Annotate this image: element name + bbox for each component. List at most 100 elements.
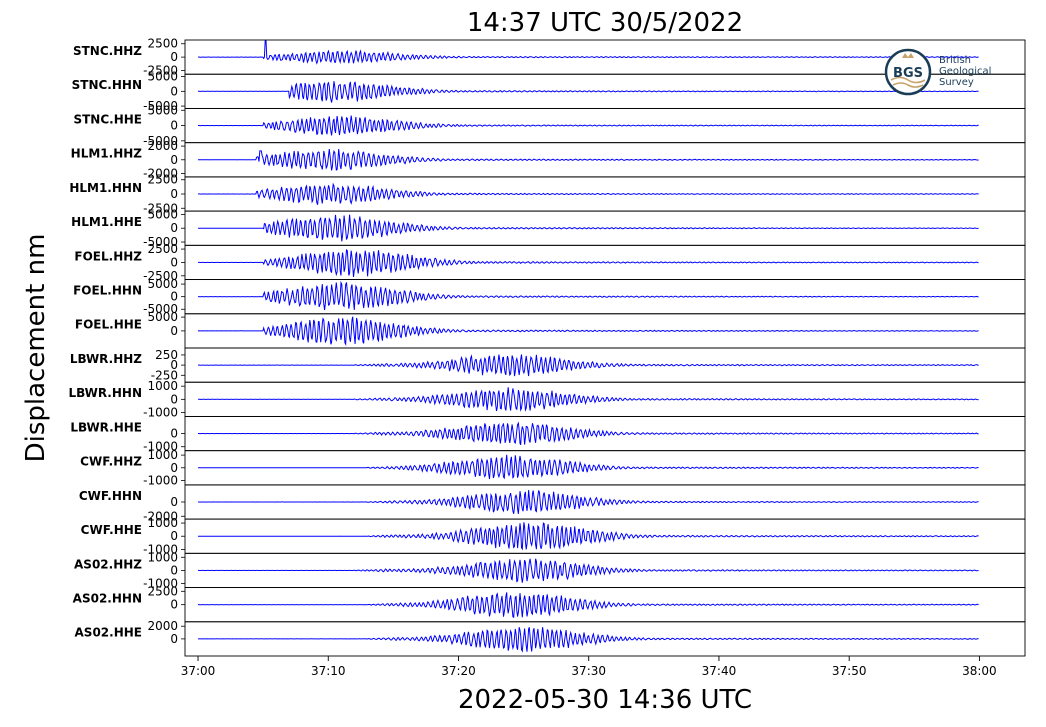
y-tick-label: 0	[170, 221, 178, 235]
y-tick-label: 0	[170, 290, 178, 304]
y-tick-label: -5000	[143, 99, 178, 113]
y-tick-label: -2500	[143, 201, 178, 215]
x-tick-label: 37:10	[311, 664, 346, 678]
bgs-logo-mark: BGS	[893, 66, 923, 81]
x-tick-label: 37:00	[181, 664, 216, 678]
station-label: FOEL.HHE	[75, 318, 142, 332]
y-tick-label: 5000	[147, 103, 178, 117]
y-tick-label: 5000	[147, 70, 178, 84]
y-tick-label: 0	[170, 461, 178, 475]
y-tick-label: 1000	[147, 516, 178, 530]
y-tick-label: 1000	[147, 550, 178, 564]
y-tick-label: -1000	[143, 473, 178, 487]
station-label: AS02.HHE	[75, 626, 142, 640]
waveform-trace	[198, 182, 979, 205]
bgs-logo-line1: British	[939, 55, 971, 66]
y-tick-label: -2500	[143, 269, 178, 283]
y-tick-label: -1000	[143, 405, 178, 419]
y-tick-label: 0	[170, 84, 178, 98]
station-label: HLM1.HHE	[71, 215, 142, 229]
y-tick-label: 2500	[147, 242, 178, 256]
station-label: AS02.HHZ	[74, 557, 142, 571]
y-tick-label: 2500	[147, 173, 178, 187]
y-tick-label: 0	[170, 358, 178, 372]
station-label: CWF.HHN	[79, 489, 142, 503]
waveform-trace	[198, 280, 979, 311]
y-tick-label: 2000	[147, 619, 178, 633]
station-label: STNC.HHE	[73, 112, 142, 126]
bgs-logo-line2: Geological	[939, 66, 991, 77]
x-tick-label: 37:40	[702, 664, 737, 678]
y-tick-label: -1000	[143, 440, 178, 454]
station-label: STNC.HHZ	[73, 44, 142, 58]
y-tick-label: 0	[170, 153, 178, 167]
y-tick-label: -2000	[143, 166, 178, 180]
station-label: HLM1.HHZ	[71, 147, 143, 161]
y-tick-label: 2500	[147, 37, 178, 51]
y-tick-label: 0	[170, 427, 178, 441]
station-label: CWF.HHZ	[80, 455, 142, 469]
station-label: AS02.HHN	[73, 592, 142, 606]
y-tick-label: -250	[151, 368, 178, 382]
station-label: FOEL.HHN	[73, 284, 142, 298]
x-tick-label: 37:30	[571, 664, 606, 678]
waveform-trace	[198, 558, 979, 583]
y-tick-label: 1000	[147, 448, 178, 462]
y-tick-label: 2500	[147, 584, 178, 598]
x-tick-label: 37:20	[441, 664, 476, 678]
bgs-logo-waves	[890, 76, 926, 88]
waveform-trace	[198, 454, 979, 480]
y-tick-label: 0	[170, 324, 178, 338]
station-label: CWF.HHE	[81, 523, 142, 537]
y-tick-label: 0	[170, 392, 178, 406]
bgs-logo: BGS British Geological Survey	[884, 48, 991, 96]
station-label: HLM1.HHN	[69, 181, 142, 195]
station-label: STNC.HHN	[72, 78, 142, 92]
y-axis-label: Displacement nm	[21, 234, 51, 463]
station-label: LBWR.HHZ	[70, 352, 142, 366]
panel-frame	[184, 621, 1026, 657]
y-tick-label: 1000	[147, 379, 178, 393]
x-tick-label: 38:00	[962, 664, 997, 678]
waveform-trace	[198, 490, 979, 514]
waveform-trace	[198, 249, 979, 278]
y-tick-label: 0	[170, 119, 178, 133]
waveform-trace	[198, 387, 979, 412]
y-tick-label: 0	[170, 632, 178, 646]
y-tick-label: -1000	[143, 577, 178, 591]
waveform-trace	[198, 148, 979, 171]
waveform-trace	[198, 214, 979, 242]
y-tick-label: 0	[170, 255, 178, 269]
y-tick-label: -2000	[143, 509, 178, 523]
waveform-trace	[197, 354, 979, 377]
y-tick-label: 5000	[147, 310, 178, 324]
y-tick-label: 250	[155, 348, 178, 362]
chart-title: 14:37 UTC 30/5/2022	[467, 8, 743, 38]
waveform-trace	[197, 316, 979, 347]
y-tick-label: 0	[170, 563, 178, 577]
y-tick-label: 0	[170, 529, 178, 543]
x-tick-label: 37:50	[832, 664, 867, 678]
y-tick-label: -5000	[143, 134, 178, 148]
y-tick-label: 5000	[147, 207, 178, 221]
station-label: LBWR.HHE	[70, 420, 142, 434]
y-tick-label: 5000	[147, 277, 178, 291]
panels-group: 25000-2500STNC.HHZ50000-5000STNC.HHN5000…	[68, 37, 1026, 657]
y-tick-label: 0	[170, 50, 178, 64]
y-tick-label: -5000	[143, 302, 178, 316]
x-axis: 37:00 37:10 37:20 37:30 37:40 37:50 38:00	[181, 656, 997, 678]
